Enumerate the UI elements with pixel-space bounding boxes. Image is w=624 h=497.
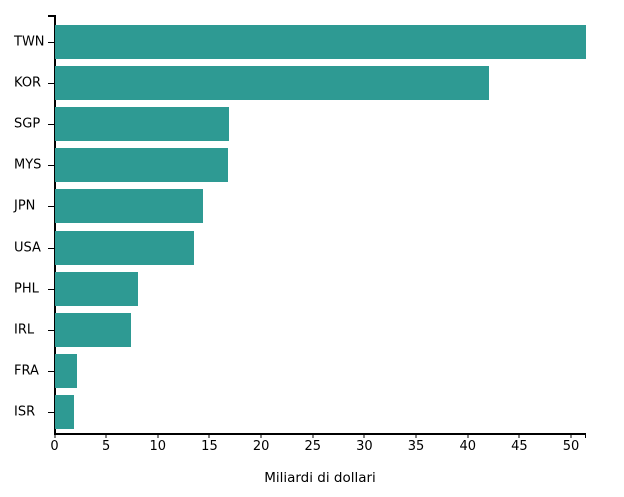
bar-row-kor: KOR [14,62,586,103]
y-tick-label-jpn: JPN [14,198,36,214]
x-tick-mark [415,434,417,438]
bar-row-sgp: SGP [14,103,586,144]
x-tick-label-30: 30 [356,439,373,454]
y-tick-mark [48,124,55,125]
x-tick-label-35: 35 [407,439,425,454]
y-axis-line [54,15,56,433]
y-tick-mark [48,247,55,249]
bar-row-fra: FRA [14,351,586,392]
x-tick-mark [54,434,55,438]
x-tick-label-40: 40 [459,439,476,454]
bar-isr [55,395,74,430]
x-tick-label-20: 20 [252,439,270,454]
bar-row-usa: USA [14,227,586,268]
x-tick-mark [157,434,159,438]
y-tick-label-mys: MYS [14,157,42,173]
y-tick-mark [48,288,55,290]
bar-mys [55,148,228,183]
bar-jpn [55,189,203,224]
bar-row-jpn: JPN [14,186,586,227]
bar-row-isr: ISR [14,392,586,433]
y-tick-mark [48,82,55,84]
bar-usa [55,230,195,265]
y-tick-label-kor: KOR [14,75,42,91]
bar-kor [55,65,489,100]
bar-row-phl: PHL [14,268,586,309]
y-tick-mark [48,41,55,43]
bar-fra [55,354,77,389]
x-axis-ticks: 0 5 10 15 20 25 30 35 40 45 50 [50,434,586,458]
x-tick-mark [208,434,210,438]
y-tick-label-sgp: SGP [14,116,41,132]
y-tick-mark [48,330,55,332]
x-tick-mark [570,434,572,438]
bar-irl [55,313,132,348]
x-tick-mark [312,434,314,438]
x-tick-label-10: 10 [149,439,167,454]
y-tick-label-irl: IRL [14,322,35,338]
x-tick-label-50: 50 [562,439,580,454]
x-axis-line [54,433,586,435]
bar-twn [55,24,586,59]
y-tick-mark [48,206,55,208]
y-tick-mark [48,371,55,373]
y-tick-mark [48,412,55,414]
y-tick-label-usa: USA [14,240,41,256]
y-tick-label-twn: TWN [14,34,45,50]
x-axis-label: Miliardi di dollari [264,470,376,486]
x-tick-label-25: 25 [304,439,322,454]
x-axis-end-tick [584,434,586,438]
bar-row-mys: MYS [14,145,586,186]
bar-row-twn: TWN [14,21,586,62]
y-tick-mark [48,165,55,167]
bar-row-irl: IRL [14,309,586,350]
x-tick-mark [105,434,107,438]
x-tick-mark [518,434,520,438]
x-tick-mark [467,434,469,438]
plot-area: TWN KOR SGP MYS JPN USA PHL IRL FRA ISR [14,21,586,433]
x-tick-mark [363,434,365,438]
x-tick-mark [260,434,262,438]
x-tick-label-45: 45 [511,439,528,454]
y-tick-label-isr: ISR [14,404,36,420]
y-tick-label-fra: FRA [14,363,39,379]
x-tick-label-15: 15 [201,439,218,454]
y-tick-label-phl: PHL [14,281,39,297]
x-tick-label-5: 5 [102,439,111,454]
y-axis-end-tick [48,15,54,17]
bar-phl [55,271,138,306]
bar-sgp [55,107,229,141]
x-tick-label-0: 0 [50,439,59,454]
